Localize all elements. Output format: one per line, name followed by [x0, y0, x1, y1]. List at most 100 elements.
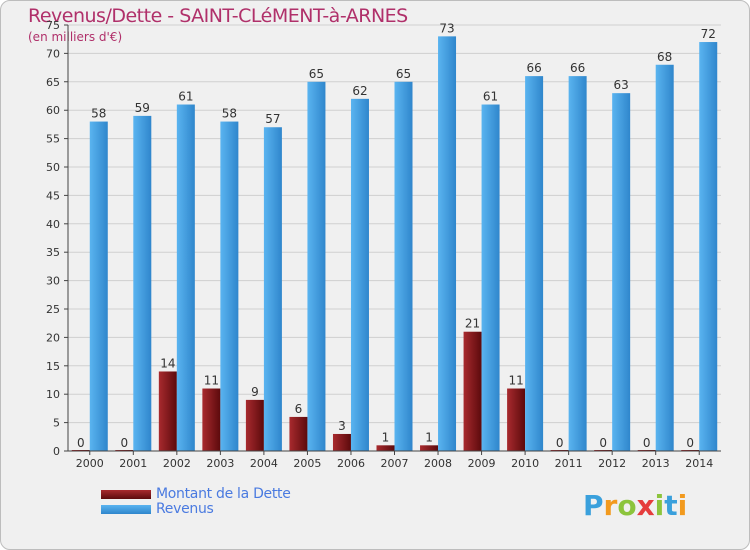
data-label: 63	[614, 78, 629, 92]
legend-swatch-revenus	[101, 505, 151, 514]
data-label: 0	[686, 436, 694, 450]
data-label: 0	[120, 436, 128, 450]
dette-bar	[158, 371, 177, 451]
x-tick-label: 2007	[381, 457, 409, 470]
legend-label-dette: Montant de la Dette	[156, 486, 291, 502]
y-tick-label: 5	[53, 417, 60, 430]
revenus-bar	[655, 64, 674, 451]
data-label: 73	[439, 21, 454, 35]
x-tick-label: 2001	[119, 457, 147, 470]
data-label: 66	[570, 61, 585, 75]
data-label: 0	[599, 436, 607, 450]
revenus-bar	[307, 81, 326, 452]
x-tick-label: 2005	[293, 457, 321, 470]
logo-letter: r	[603, 489, 618, 522]
y-tick-label: 35	[46, 246, 60, 259]
data-label: 1	[425, 430, 433, 444]
data-label: 1	[382, 430, 390, 444]
revenus-bar	[133, 115, 152, 451]
legend-swatch-dette	[101, 490, 151, 499]
dette-bar	[289, 416, 308, 451]
y-tick-label: 55	[46, 133, 60, 146]
data-label: 61	[483, 90, 498, 104]
y-tick-label: 45	[46, 189, 60, 202]
y-tick-label: 75	[46, 19, 60, 32]
x-tick-label: 2000	[76, 457, 104, 470]
data-label: 58	[222, 107, 237, 121]
y-tick-label: 20	[46, 331, 60, 344]
y-tick-label: 65	[46, 76, 60, 89]
data-labels: 0 58 0 59 14 61 11 58 9 57 6 65 3 62 1 65 1 73 21 61 11 66 0 66…	[77, 21, 716, 450]
data-label: 21	[465, 317, 480, 331]
y-tick-label: 40	[46, 218, 60, 231]
data-label: 0	[77, 436, 85, 450]
x-tick-label: 2008	[424, 457, 452, 470]
revenus-bar	[263, 127, 282, 452]
dette-bar	[420, 445, 439, 451]
data-label: 57	[265, 112, 280, 126]
y-tick-label: 70	[46, 47, 60, 60]
data-label: 3	[338, 419, 346, 433]
logo-letter: P	[583, 489, 604, 522]
revenus-bar	[220, 121, 239, 451]
data-label: 9	[251, 385, 259, 399]
data-label: 61	[178, 90, 193, 104]
data-label: 62	[352, 84, 367, 98]
x-tick-label: 2004	[250, 457, 278, 470]
dette-bar	[202, 388, 221, 451]
x-tick-label: 2009	[468, 457, 496, 470]
revenus-bar	[568, 76, 587, 452]
legend-label-revenus: Revenus	[156, 501, 214, 517]
data-label: 72	[701, 27, 716, 41]
data-label: 66	[526, 61, 541, 75]
x-tick-label: 2006	[337, 457, 365, 470]
revenus-bar	[612, 93, 631, 451]
dette-bar	[507, 388, 526, 451]
data-label: 14	[160, 356, 175, 370]
chart-subtitle: (en milliers d'€)	[28, 30, 123, 44]
revenus-bar	[176, 104, 195, 452]
data-label: 58	[91, 107, 106, 121]
data-label: 59	[135, 101, 150, 115]
data-label: 11	[204, 374, 219, 388]
dette-bar	[245, 399, 264, 451]
dette-bar	[376, 445, 395, 451]
data-label: 0	[643, 436, 651, 450]
data-label: 6	[295, 402, 303, 416]
logo-letter: t	[664, 489, 678, 522]
revenus-bar	[699, 42, 718, 451]
revenus-bar	[89, 121, 108, 451]
logo-letter: i	[654, 489, 665, 522]
chart-title: Revenus/Dette - SAINT-CLéMENT-à-ARNES	[28, 5, 408, 27]
logo-letter: o	[617, 489, 637, 522]
x-tick-label: 2010	[511, 457, 539, 470]
y-tick-label: 15	[46, 360, 60, 373]
logo-letter: x	[636, 489, 655, 522]
bars	[71, 36, 718, 452]
x-tick-label: 2012	[598, 457, 626, 470]
y-tick-label: 60	[46, 104, 60, 117]
y-tick-label: 30	[46, 275, 60, 288]
revenus-bar	[438, 36, 457, 452]
revenus-bar	[525, 76, 544, 452]
data-label: 68	[657, 50, 672, 64]
y-tick-label: 10	[46, 388, 60, 401]
x-tick-label: 2003	[206, 457, 234, 470]
dette-bar	[463, 331, 482, 451]
dette-bar	[332, 433, 351, 451]
y-tick-label: 0	[53, 445, 60, 458]
data-label: 11	[508, 374, 523, 388]
proxiti-logo: Proxiti	[583, 489, 687, 522]
y-tick-label: 25	[46, 303, 60, 316]
logo-letter: i	[677, 489, 688, 522]
x-tick-label: 2002	[163, 457, 191, 470]
data-label: 0	[556, 436, 564, 450]
x-tick-label: 2014	[685, 457, 713, 470]
x-tick-label: 2013	[642, 457, 670, 470]
data-label: 65	[396, 67, 411, 81]
x-tick-label: 2011	[555, 457, 583, 470]
revenus-bar	[481, 104, 500, 452]
